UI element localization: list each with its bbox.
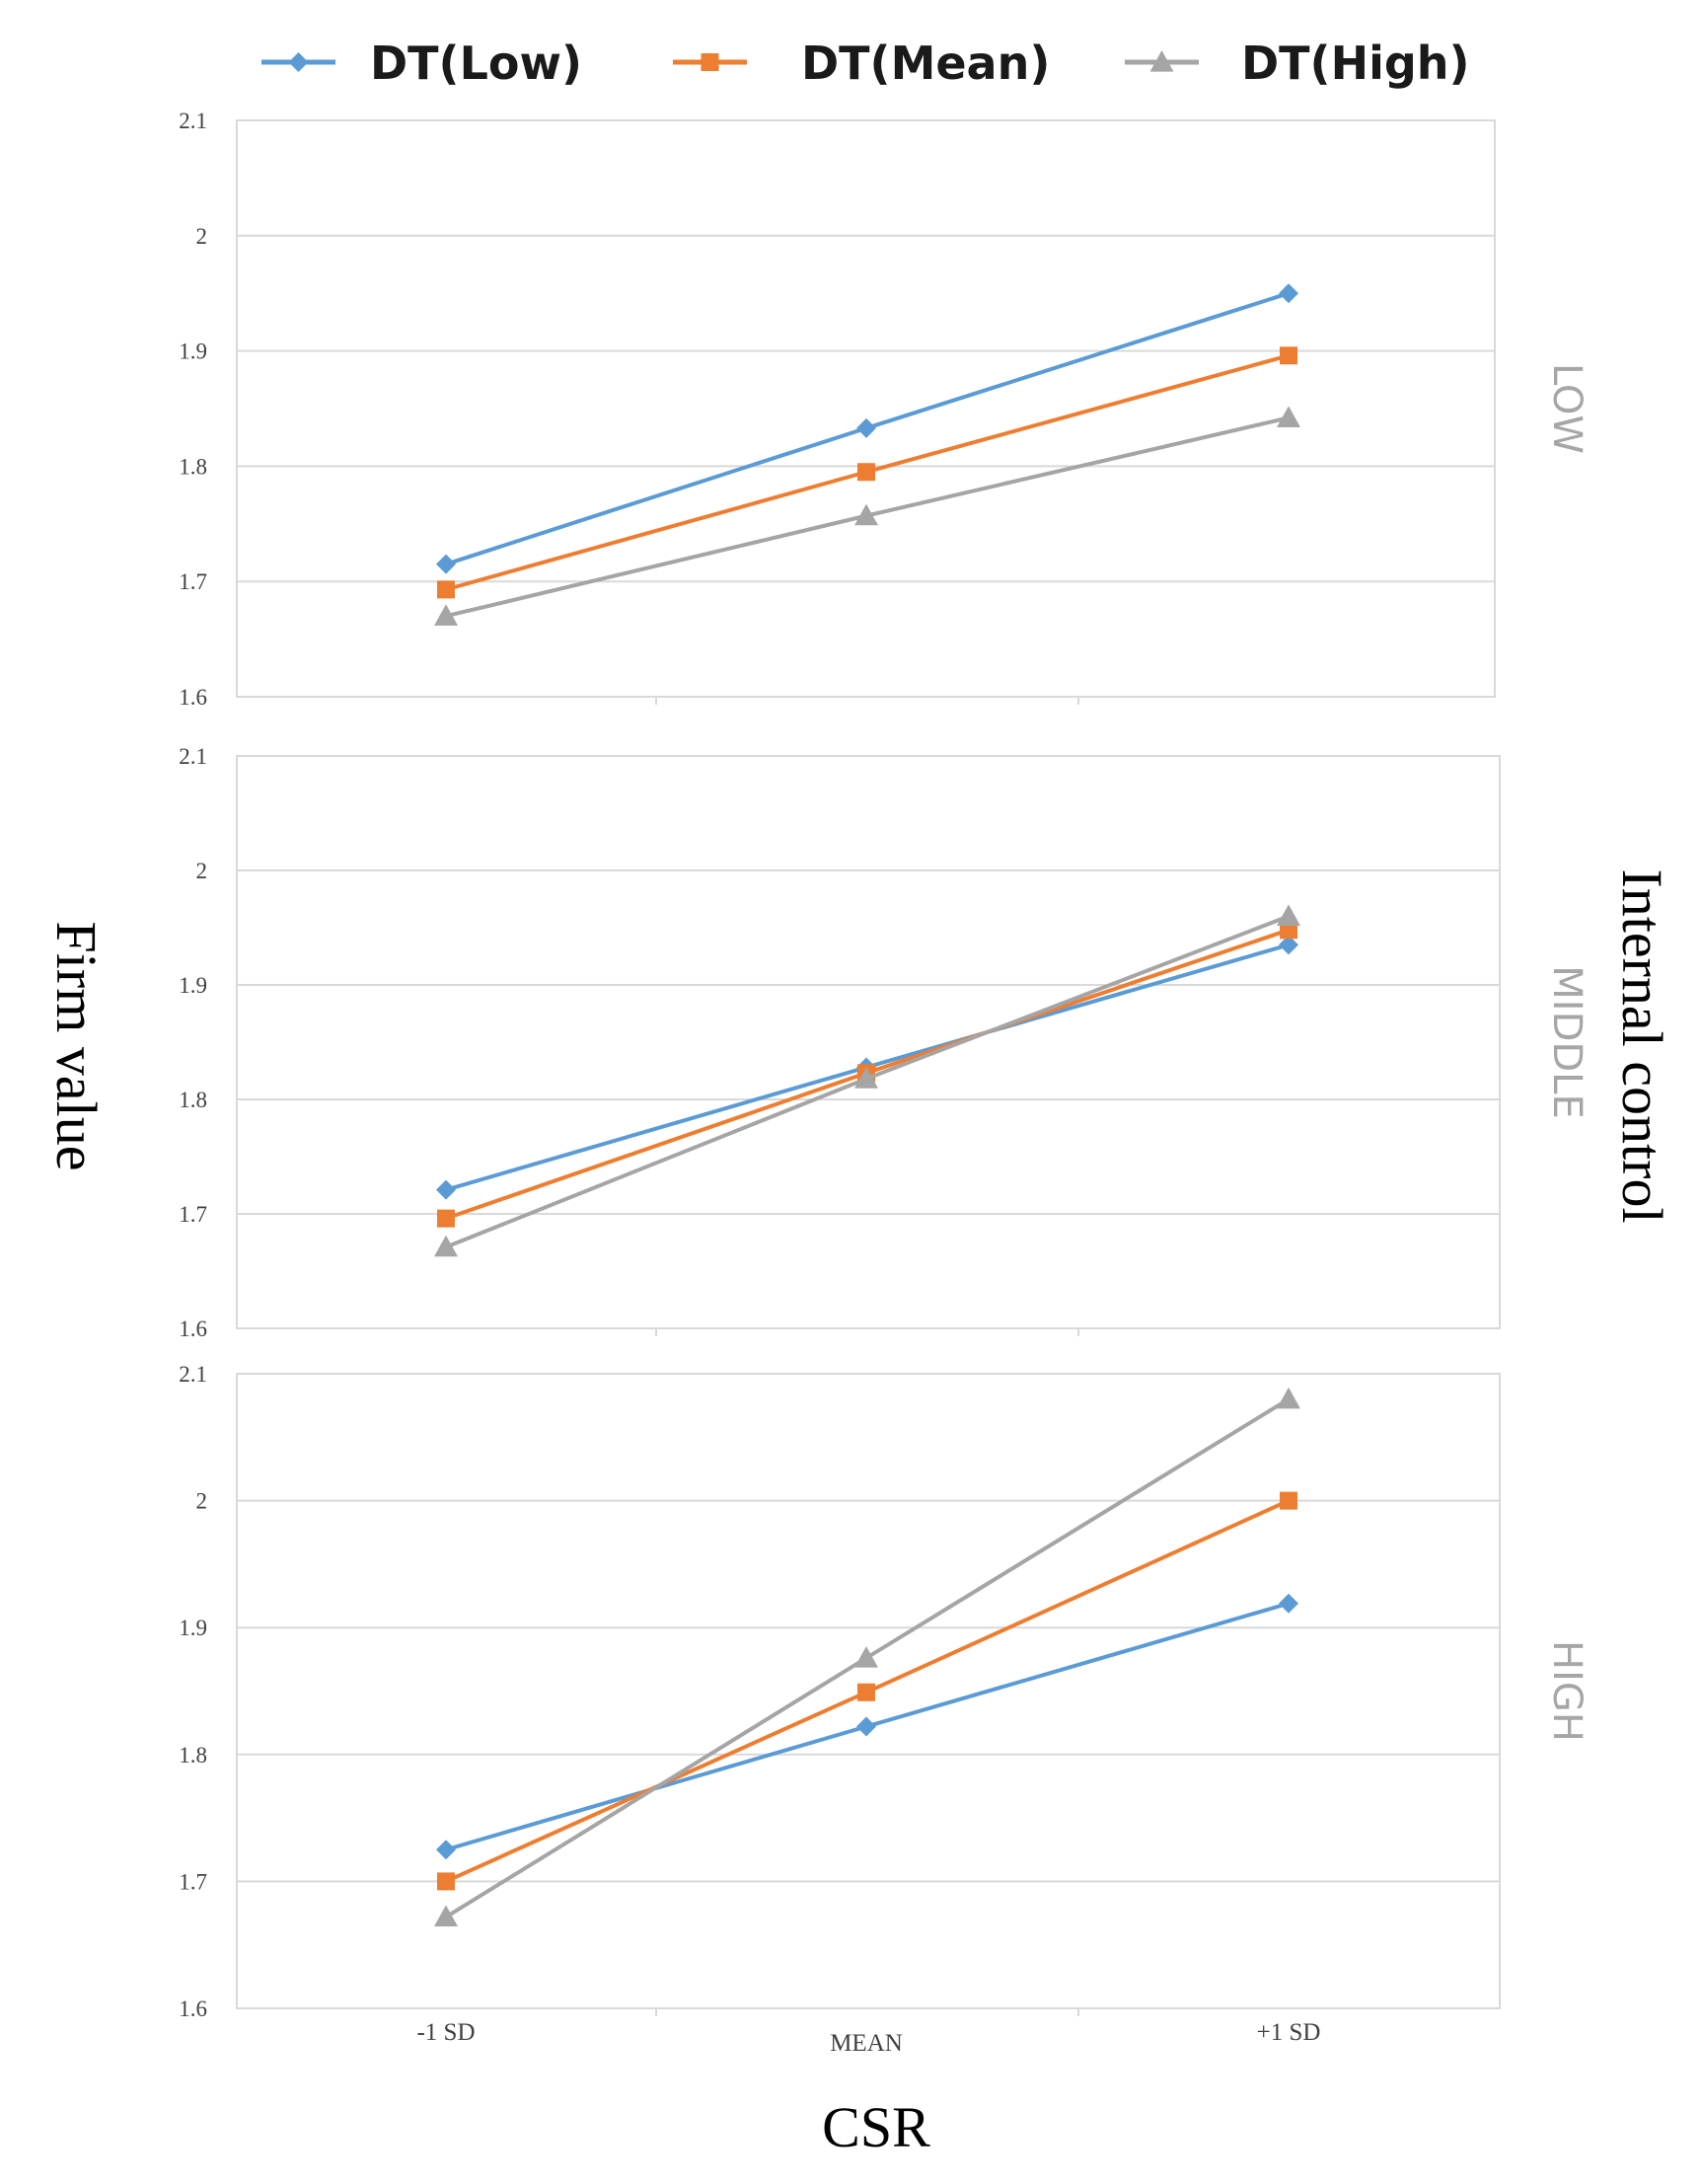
y-tick-label: 1.9 <box>179 1616 207 1640</box>
legend: DT(Low) DT(Mean) DT(High) <box>261 37 1470 90</box>
y-tick-label: 1.6 <box>179 685 207 710</box>
panels: 1.6 1.7 1.8 1.9 2 2.1 LOW 1.6 1.7 1.8 1.9 2 2.1 MIDDL… <box>179 109 1590 2021</box>
data-point <box>437 1209 455 1228</box>
data-point <box>856 417 876 438</box>
panel-label: MIDDLE <box>1544 965 1590 1118</box>
x-axis-ticks: -1 SD MEAN +1 SD <box>416 2019 1320 2057</box>
y-tick-label: 1.8 <box>179 1088 207 1112</box>
x-tick-label: -1 SD <box>416 2019 475 2046</box>
data-point <box>857 463 875 482</box>
data-point <box>1277 406 1300 427</box>
y-tick-label: 1.7 <box>179 569 207 594</box>
data-point <box>1280 346 1297 365</box>
legend-marker-icon <box>288 52 309 72</box>
panel-middle: 1.6 1.7 1.8 1.9 2 2.1 MIDDLE <box>179 744 1590 1341</box>
y-tick-label: 1.7 <box>179 1869 207 1894</box>
panel-label: HIGH <box>1544 1640 1590 1742</box>
x-axis-title: CSR <box>822 2095 930 2159</box>
legend-label: DT(High) <box>1241 37 1470 90</box>
legend-marker-icon <box>701 53 719 71</box>
x-tick-label: MEAN <box>830 2030 903 2057</box>
data-point <box>1279 283 1298 304</box>
plot-area <box>236 755 1501 1329</box>
y-tick-label: 1.8 <box>179 454 207 479</box>
y-tick-label: 2.1 <box>179 744 207 769</box>
data-point <box>437 580 455 599</box>
data-point <box>854 1646 878 1668</box>
data-point <box>434 1905 458 1927</box>
data-point <box>1279 1593 1298 1614</box>
y-tick-label: 1.6 <box>179 1996 207 2021</box>
y-tick-label: 1.9 <box>179 973 207 998</box>
y-axis-title: Firm value <box>44 922 109 1171</box>
legend-label: DT(Low) <box>370 37 582 90</box>
data-point <box>857 1683 875 1701</box>
y-tick-label: 2 <box>196 224 208 249</box>
data-point <box>1277 1387 1300 1409</box>
legend-item: DT(Mean) <box>673 37 1050 90</box>
data-point <box>434 1235 458 1257</box>
plot-area <box>236 119 1496 698</box>
legend-item: DT(High) <box>1125 37 1470 90</box>
panel-high: 1.6 1.7 1.8 1.9 2 2.1 HIGH <box>179 1362 1590 2021</box>
data-point <box>854 503 878 526</box>
data-point <box>856 1716 876 1737</box>
x-tick-label: +1 SD <box>1257 2019 1321 2046</box>
data-point <box>1277 904 1300 926</box>
panel-label: LOW <box>1544 363 1590 454</box>
y-tick-label: 1.8 <box>179 1743 207 1768</box>
y-tick-label: 1.7 <box>179 1202 207 1227</box>
plot-area <box>236 1373 1501 2009</box>
right-axis-title: Internal control <box>1610 868 1674 1223</box>
data-point <box>854 1067 878 1089</box>
data-point <box>436 554 456 574</box>
y-tick-label: 1.6 <box>179 1317 207 1341</box>
y-tick-label: 2.1 <box>179 109 207 133</box>
panel-low: 1.6 1.7 1.8 1.9 2 2.1 LOW <box>179 109 1590 710</box>
data-point <box>1279 935 1298 955</box>
y-tick-label: 2 <box>196 859 208 883</box>
data-point <box>436 1179 456 1200</box>
data-point <box>434 604 458 626</box>
y-tick-label: 2 <box>196 1489 208 1514</box>
legend-label: DT(Mean) <box>801 37 1050 90</box>
data-point <box>436 1840 456 1860</box>
y-tick-label: 2.1 <box>179 1362 207 1387</box>
legend-item: DT(Low) <box>261 37 582 90</box>
legend-marker-icon <box>1149 50 1174 72</box>
y-tick-label: 1.9 <box>179 339 207 364</box>
data-point <box>437 1872 455 1891</box>
data-point <box>1280 1491 1297 1510</box>
